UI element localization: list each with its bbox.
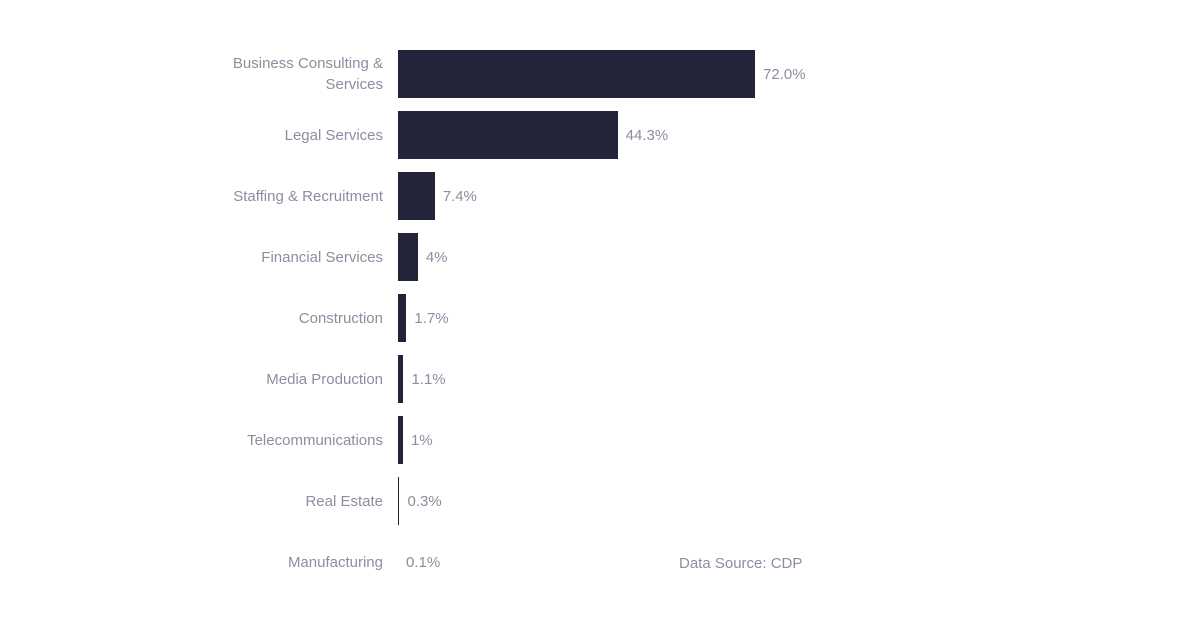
data-source-note: Data Source: CDP — [679, 555, 803, 572]
chart-row: Media Production 1.1% — [0, 355, 806, 403]
value-label: 1.1% — [411, 370, 446, 388]
bar-track: 4% — [398, 233, 448, 281]
chart-row: Construction 1.7% — [0, 294, 806, 342]
bar — [398, 50, 755, 98]
category-label: Business Consulting & Services — [232, 55, 383, 93]
value-label: 0.1% — [406, 553, 441, 571]
category-label: Manufacturing — [287, 553, 383, 571]
bar-track: 0.1% — [398, 538, 440, 586]
bar — [398, 172, 435, 220]
bar — [398, 294, 407, 342]
chart-row: Business Consulting & Services 72.0% — [0, 50, 806, 98]
value-label: 0.3% — [407, 492, 442, 510]
bar-track: 44.3% — [398, 111, 668, 159]
category-label: Telecommunications — [247, 431, 383, 449]
bar-chart: Business Consulting & Services 72.0% Legal… — [0, 50, 806, 599]
chart-row: Real Estate 0.3% — [0, 477, 806, 525]
value-label: 1% — [410, 431, 433, 449]
bar-track: 1% — [398, 416, 433, 464]
chart-row: Legal Services 44.3% — [0, 111, 806, 159]
category-label: Real Estate — [305, 492, 383, 510]
chart-row: Manufacturing 0.1% — [0, 538, 806, 586]
category-label: Media Production — [266, 370, 383, 388]
chart-row: Staffing & Recruitment 7.4% — [0, 172, 806, 220]
bar — [398, 477, 400, 525]
value-label: 44.3% — [625, 126, 669, 144]
value-label: 4% — [425, 248, 448, 266]
category-label: Construction — [298, 309, 383, 327]
bar — [398, 416, 403, 464]
chart-row: Financial Services 4% — [0, 233, 806, 281]
category-label: Financial Services — [261, 248, 383, 266]
bar-track: 7.4% — [398, 172, 477, 220]
bar-track: 1.7% — [398, 294, 449, 342]
chart-row: Telecommunications 1% — [0, 416, 806, 464]
bar-track: 0.3% — [398, 477, 442, 525]
category-label: Staffing & Recruitment — [233, 187, 383, 205]
bar — [398, 111, 618, 159]
bar-track: 1.1% — [398, 355, 446, 403]
bar-track: 72.0% — [398, 50, 806, 98]
bar — [398, 233, 418, 281]
value-label: 7.4% — [442, 187, 477, 205]
value-label: 72.0% — [763, 65, 806, 83]
bar — [398, 355, 404, 403]
value-label: 1.7% — [414, 309, 449, 327]
category-label: Legal Services — [284, 126, 383, 144]
